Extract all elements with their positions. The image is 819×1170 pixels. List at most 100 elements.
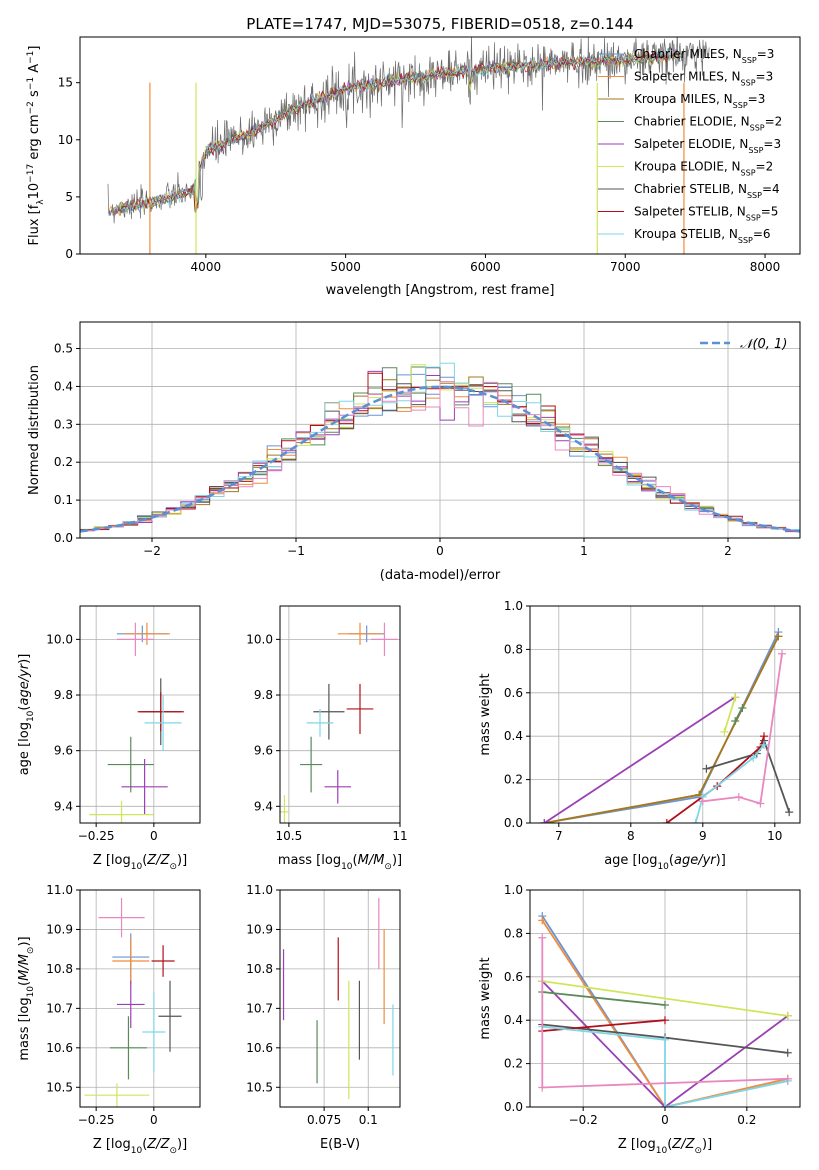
y-tick-label: 0.6 [504,970,523,984]
weight-marker [756,799,765,808]
errorbar-point [142,992,166,1072]
y-axis-label: mass weight [478,673,493,755]
legend-label: Chabrier MILES, NSSP=3 [634,47,774,65]
x-tick-label: 6000 [470,260,501,274]
age-vs-mass-panel: 10.5 11 9.4 9.6 9.8 10.0 mass [log10(M/M⊙)] [246,605,408,872]
weight-marker [731,717,740,726]
x-tick-label: 8000 [750,260,781,274]
weight-marker [760,740,768,749]
errorbar-point [337,622,383,645]
histogram-step [80,362,800,533]
histogram-lines [80,362,800,533]
errorbar-point [300,736,323,793]
errorbar-point [110,1016,147,1080]
weight-marker [540,819,549,823]
y-tick-label: 10.0 [246,632,273,646]
x-axis-label: age [log10(age/yr)] [604,853,726,872]
weight-line [734,707,744,722]
weight-marker [749,753,758,762]
weight-line [666,735,765,823]
x-tick-label: 0 [150,1113,158,1127]
errorbar-points [84,897,182,1107]
x-axis-label: wavelength [Angstrom, rest frame] [326,283,555,298]
weight-marker [661,1103,669,1107]
x-tick-label: 4000 [191,260,222,274]
y-axis-label: Normed distribution [27,365,42,495]
y-tick-label: 0.2 [54,455,73,469]
y-tick-label: 0.0 [504,1100,523,1114]
errorbar-point [89,800,154,823]
x-tick-label: 0 [661,1113,669,1127]
y-tick-label: 5 [65,190,73,204]
x-axis-label: mass [log10(M/M⊙)] [278,853,402,872]
y-tick-label: 0.4 [504,1013,523,1027]
errorbar-point [144,695,182,751]
spectrum-legend: Chabrier MILES, NSSP=3 Salpeter MILES, NS… [598,47,782,245]
x-axis-label: Z [log10(Z/Z⊙)] [93,1137,187,1156]
y-tick-label: 0.4 [504,729,523,743]
weight-marker [691,819,700,823]
y-tick-label: 10.5 [46,1080,73,1094]
y-tick-label: 11.0 [246,883,273,897]
x-tick-label: 0 [436,544,444,558]
normal-curve-line [80,385,800,533]
x-tick-label: 5000 [330,260,361,274]
y-tick-label: 9.4 [254,799,273,813]
axes-frame [79,605,201,824]
mass-weight-vs-age-panel: 7 8 9 10 0.0 0.2 0.4 0.6 0.8 1.0 age [log10(age/yr… [478,599,801,872]
weight-marker [774,632,783,641]
axes-frame [79,321,801,539]
axes-frame [529,605,801,824]
y-tick-label: 9.6 [254,744,273,758]
weight-line [542,991,666,1006]
errorbar-point [313,683,345,740]
y-tick-label: 11.0 [46,883,73,897]
errorbar-point [84,1083,150,1107]
model-spectrum-line [113,49,681,216]
errorbar-point [112,937,150,985]
legend-label: Chabrier STELIB, NSSP=4 [634,182,780,200]
errorbar-point [137,692,184,732]
y-tick-label: 0.4 [54,379,73,393]
legend-label: Salpeter ELODIE, NSSP=3 [634,137,781,155]
spectrum-panel: 4000 5000 6000 7000 8000 0 5 10 15 wavelength [An… [26,36,801,298]
weight-marker [760,732,768,741]
y-tick-label: 15 [58,76,73,90]
spectrum-lines [107,37,710,254]
x-axis-label: Z [log10(Z/Z⊙)] [618,1137,712,1156]
y-tick-label: 1.0 [504,599,523,613]
mass-vs-metallicity-panel: −0.25 0 10.5 10.6 10.7 10.8 10.9 11.0 Z [log10(Z… [17,883,201,1156]
axes-frame [529,889,801,1108]
axes-frame [79,36,801,255]
y-tick-label: 0.0 [54,531,73,545]
legend-label: Kroupa STELIB, NSSP=6 [634,227,771,245]
y-tick-label: 10.0 [46,632,73,646]
weight-marker [661,1001,669,1010]
legend-label: Chabrier ELODIE, NSSP=2 [634,115,782,133]
axes-frame [279,889,401,1108]
model-spectrum-line [117,51,681,211]
y-tick-label: 10.9 [46,922,73,936]
x-tick-label: −0.25 [78,1113,115,1127]
weight-marker [785,808,794,817]
mass-vs-extinction-panel: 0.075 0.1 10.5 10.6 10.7 10.8 10.9 11.0 E(B-V) [246,883,401,1152]
weight-marker [783,1048,792,1057]
y-tick-label: 10.5 [246,1080,273,1094]
y-tick-label: 10.9 [246,922,273,936]
x-axis-label: E(B-V) [320,1137,360,1152]
y-tick-label: 10.7 [246,1001,273,1015]
x-tick-label: 2 [724,544,732,558]
legend-label: Salpeter STELIB, NSSP=5 [634,205,778,223]
weight-lines [538,912,792,1107]
y-tick-label: 0 [65,247,73,261]
errorbar-point [116,980,145,1029]
errorbar-point [158,980,182,1052]
histogram-legend: 𝒩(0, 1) [700,337,787,352]
weight-marker [783,1011,792,1020]
mass-weight-vs-metallicity-panel: −0.2 0 0.2 0.0 0.2 0.4 0.6 0.8 1.0 Z [log10(Z/Z⊙)… [478,883,801,1156]
y-tick-label: 0.8 [504,926,523,940]
residual-histogram-panel: −2 −1 0 1 2 0.0 0.1 0.2 0.3 0.4 0.5 (data-model)/er… [27,321,801,583]
legend-label: Kroupa MILES, NSSP=3 [634,92,765,110]
errorbar-point [346,683,374,734]
